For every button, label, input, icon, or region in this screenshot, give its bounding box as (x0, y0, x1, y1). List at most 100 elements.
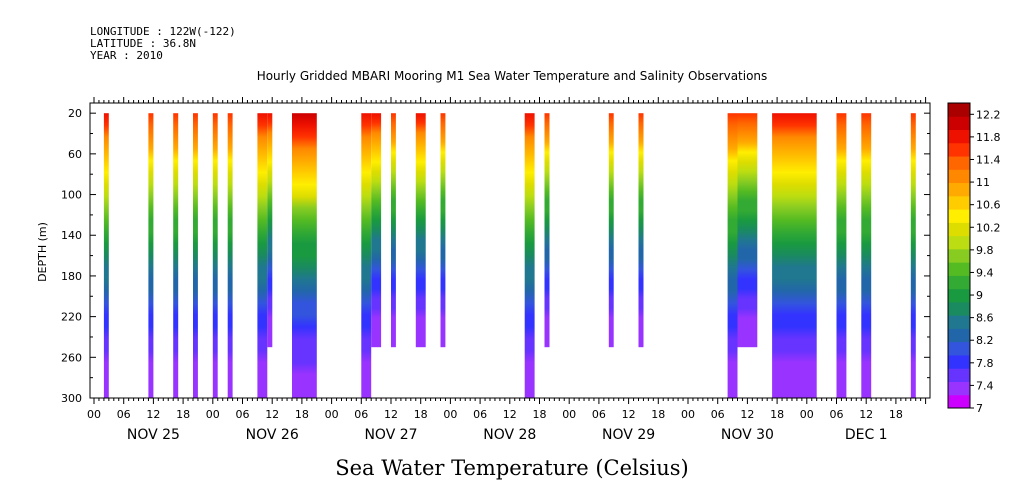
day-label: NOV 28 (483, 427, 536, 443)
longitude-label: LONGITUDE : 122W(-122) (90, 25, 236, 38)
colorbar-segment (948, 142, 970, 157)
x-hour-label: 12 (859, 408, 873, 421)
colorbar-label: 7.4 (976, 379, 994, 392)
x-hour-label: 12 (384, 408, 398, 421)
colorbar-label: 12.2 (976, 108, 1001, 121)
colorbar-label: 7.8 (976, 357, 994, 370)
x-hour-label: 06 (830, 408, 844, 421)
x-hour-label: 00 (681, 408, 695, 421)
observation-bar (173, 113, 179, 398)
observation-bar (861, 113, 872, 398)
observation-bar (391, 113, 396, 348)
x-hour-label: 00 (87, 408, 101, 421)
y-tick-label: 300 (61, 392, 82, 405)
x-hour-label: 06 (236, 408, 250, 421)
y-tick-label: 140 (61, 229, 82, 242)
year-label: YEAR : 2010 (90, 49, 163, 62)
colorbar: 12.2 11.8 11.4 11 10.6 10.2 9.8 9.4 9 8.6 8.2 7.8 7.… (947, 102, 1001, 415)
colorbar-segment (948, 156, 970, 170)
x-hour-label: 18 (414, 408, 428, 421)
y-tick-label: 60 (68, 148, 82, 161)
x-axis-label: Sea Water Temperature (Celsius) (335, 456, 689, 480)
x-hour-label: 00 (206, 408, 220, 421)
colorbar-segment (948, 354, 970, 369)
x-hour-label: 06 (592, 408, 606, 421)
colorbar-segment (948, 103, 970, 117)
colorbar-label: 11.8 (976, 131, 1001, 144)
observation-bar (608, 113, 614, 348)
observation-bar (544, 113, 550, 348)
x-hour-label: 12 (265, 408, 279, 421)
colorbar-segment (948, 235, 970, 250)
x-hour-label: 06 (117, 408, 131, 421)
observation-bar (727, 113, 738, 398)
observation-bar (638, 113, 644, 348)
colorbar-segment (948, 288, 970, 303)
observation-bar (440, 113, 446, 348)
x-hour-label: 00 (562, 408, 576, 421)
colorbar-label: 9.4 (976, 266, 994, 279)
observation-bar (227, 113, 233, 398)
x-hour-label: 18 (651, 408, 665, 421)
day-label: NOV 26 (246, 427, 299, 443)
observation-bar (371, 113, 382, 348)
colorbar-segment (948, 129, 970, 144)
colorbar-segment (948, 116, 970, 131)
x-hour-label: 06 (473, 408, 487, 421)
latitude-label: LATITUDE : 36.8N (90, 37, 196, 50)
x-hour-label: 18 (295, 408, 309, 421)
colorbar-label: 10.6 (976, 199, 1001, 212)
day-label: NOV 30 (721, 427, 774, 443)
x-hour-label: 12 (146, 408, 160, 421)
observation-bar (361, 113, 372, 398)
observation-bar (292, 113, 317, 398)
colorbar-label: 9.8 (976, 244, 994, 257)
colorbar-label: 10.2 (976, 221, 1001, 234)
colorbar-segment (948, 394, 970, 409)
colorbar-segment (948, 381, 970, 396)
day-label: NOV 29 (602, 427, 655, 443)
x-hour-label: 12 (503, 408, 517, 421)
x-hour-label: 12 (622, 408, 636, 421)
observation-bar (193, 113, 198, 398)
observation-bar (415, 113, 426, 348)
y-tick-label: 260 (61, 351, 82, 364)
y-tick-label: 180 (61, 270, 82, 283)
x-hour-label: 06 (354, 408, 368, 421)
y-axis-label: DEPTH (m) (36, 222, 49, 282)
colorbar-segment (948, 248, 970, 263)
colorbar-segment (948, 209, 970, 223)
x-hour-label: 00 (325, 408, 339, 421)
y-tick-label: 220 (61, 311, 82, 324)
chart-title: Hourly Gridded MBARI Mooring M1 Sea Wate… (257, 69, 768, 83)
colorbar-label: 8.2 (976, 334, 994, 347)
x-hour-label: 12 (740, 408, 754, 421)
colorbar-segment (948, 262, 970, 276)
colorbar-segment (948, 169, 970, 184)
colorbar-segment (948, 328, 970, 343)
day-label: DEC 1 (845, 427, 888, 443)
colorbar-frame (947, 102, 971, 409)
colorbar-segment (948, 315, 970, 329)
day-label: NOV 27 (364, 427, 417, 443)
colorbar-segment (948, 195, 970, 210)
colorbar-segment (948, 275, 970, 290)
observation-bar (836, 113, 847, 398)
colorbar-segment (948, 301, 970, 316)
x-hour-label: 18 (176, 408, 190, 421)
observation-bar (212, 113, 218, 398)
colorbar-segment (948, 182, 970, 197)
observation-bar (737, 113, 758, 348)
day-label: NOV 25 (127, 427, 180, 443)
colorbar-label: 9 (976, 289, 983, 302)
colorbar-label: 11.4 (976, 153, 1001, 166)
colorbar-segment (948, 368, 970, 382)
observation-bar (148, 113, 154, 398)
observation-bar (524, 113, 535, 398)
y-tick-label: 100 (61, 189, 82, 202)
plot-bars (103, 113, 916, 398)
colorbar-label: 11 (976, 176, 990, 189)
observation-bar (103, 113, 109, 398)
colorbar-label: 8.6 (976, 312, 994, 325)
